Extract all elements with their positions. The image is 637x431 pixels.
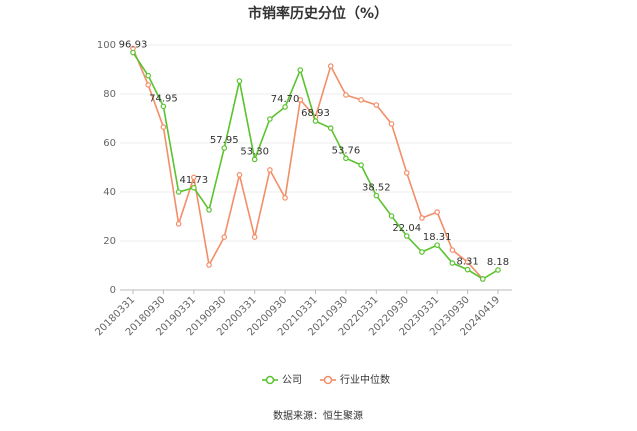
data-point (419, 215, 425, 221)
value-label: 53.76 (332, 145, 361, 156)
data-point (434, 242, 440, 248)
data-point (327, 63, 334, 69)
data-point (464, 266, 471, 273)
legend-label: 公司 (282, 375, 302, 386)
data-point (358, 97, 364, 103)
data-point (236, 172, 243, 178)
data-point (236, 78, 243, 84)
data-point (282, 195, 288, 201)
data-point (191, 174, 197, 181)
data-point (282, 104, 288, 110)
data-point (175, 189, 182, 195)
value-label: 53.30 (240, 146, 269, 157)
data-point (145, 72, 152, 79)
data-point (434, 209, 440, 215)
data-point (221, 145, 228, 151)
data-point (267, 167, 273, 173)
y-tick-label: 60 (103, 138, 116, 149)
value-label: 18.31 (423, 232, 452, 243)
legend-label: 行业中位数 (340, 373, 390, 386)
data-point (388, 121, 395, 127)
data-point (175, 221, 182, 227)
data-point (327, 125, 334, 131)
value-label: 57.95 (210, 135, 239, 146)
data-point (464, 259, 471, 265)
data-point (267, 116, 273, 122)
data-point (419, 249, 425, 255)
value-label: 74.95 (149, 93, 178, 104)
data-point (343, 155, 349, 162)
data-point (145, 82, 152, 88)
data-point (130, 49, 136, 56)
data-point (388, 213, 395, 219)
legend-marker (323, 375, 333, 385)
data-point (206, 262, 212, 268)
data-point (403, 233, 410, 239)
y-tick-label: 100 (97, 40, 116, 51)
y-tick-label: 20 (103, 236, 116, 247)
data-point (373, 102, 380, 108)
value-label: 68.93 (301, 108, 330, 119)
y-tick-label: 40 (103, 187, 116, 198)
value-label: 8.18 (487, 257, 509, 268)
data-point (495, 267, 501, 273)
data-point (160, 103, 167, 110)
data-point (297, 97, 304, 103)
chart-title: 市销率历史分位（%） (248, 5, 388, 22)
y-tick-label: 0 (110, 285, 116, 296)
y-tick-label: 80 (103, 89, 116, 100)
data-point (251, 234, 258, 240)
series-line (132, 52, 499, 280)
legend-marker (265, 375, 275, 385)
data-point (449, 247, 456, 253)
data-point (312, 118, 319, 124)
data-point (358, 162, 364, 168)
data-point (206, 207, 212, 213)
value-label: 41.73 (180, 175, 209, 186)
data-point (373, 192, 380, 199)
data-point (403, 170, 410, 176)
legend-item[interactable]: 公司 (262, 375, 302, 386)
data-point (221, 234, 228, 240)
legend-item[interactable]: 行业中位数 (320, 373, 390, 386)
data-point (297, 67, 304, 73)
data-point (160, 124, 167, 130)
data-point (449, 260, 456, 266)
value-label: 22.04 (392, 223, 421, 234)
series-line (132, 48, 484, 280)
value-label: 8.31 (456, 257, 478, 268)
value-label: 38.52 (362, 183, 391, 194)
value-label: 74.70 (271, 94, 300, 105)
value-label: 96.93 (119, 40, 148, 51)
source: 数据来源：恒生聚源 (273, 409, 363, 422)
data-point (251, 156, 258, 163)
data-point (343, 92, 349, 98)
data-point (191, 184, 197, 191)
data-point (479, 276, 486, 282)
